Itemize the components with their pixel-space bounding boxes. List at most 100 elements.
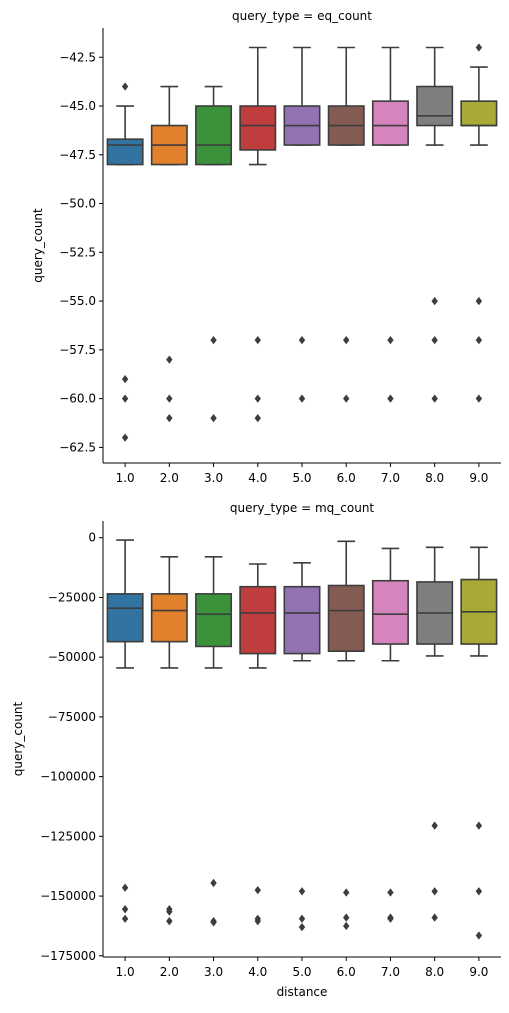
box-6.0: [327, 46, 365, 403]
flier-point: [121, 433, 129, 442]
box-4.0: [239, 46, 277, 423]
x-tick: 1.0: [116, 463, 135, 485]
box-body: [283, 585, 321, 655]
x-tick-label: 4.0: [248, 471, 267, 485]
y-tick-label: −57.5: [59, 343, 96, 357]
flier-point: [387, 394, 394, 403]
x-tick: 3.0: [204, 463, 223, 485]
flier-point: [387, 335, 394, 345]
flier-point: [475, 43, 483, 52]
box-7.0: [371, 547, 409, 923]
x-tick-label: 3.0: [204, 471, 223, 485]
flier-point: [475, 887, 483, 896]
y-tick-label: −75000: [48, 710, 96, 724]
y-tick: −45.0: [59, 99, 103, 113]
y-tick: −125000: [40, 829, 103, 843]
y-tick-label: −125000: [40, 829, 96, 843]
box-8.0: [416, 546, 454, 922]
x-tick: 3.0: [204, 957, 223, 979]
box-body: [416, 85, 454, 127]
y-tick: −75000: [48, 710, 103, 724]
y-tick: 0: [88, 531, 103, 545]
y-tick: −150000: [40, 889, 103, 903]
flier-point: [298, 335, 306, 345]
box-body: [106, 138, 144, 166]
x-tick-label: 9.0: [469, 471, 488, 485]
x-tick-label: 2.0: [160, 965, 179, 979]
y-tick-label: −50.0: [59, 197, 96, 211]
x-tick: 8.0: [425, 957, 444, 979]
x-tick-label: 6.0: [337, 471, 356, 485]
box-5.0: [283, 562, 321, 932]
x-tick: 4.0: [248, 463, 267, 485]
flier-point: [343, 335, 350, 345]
y-tick: −42.5: [59, 50, 103, 64]
flier-point: [343, 913, 350, 922]
box-8.0: [416, 46, 454, 403]
x-tick-label: 1.0: [116, 965, 135, 979]
y-tick: −47.5: [59, 148, 103, 162]
flier-point: [298, 914, 306, 923]
x-tick: 5.0: [292, 463, 312, 485]
x-tick-label: 1.0: [116, 471, 135, 485]
flier-point: [210, 918, 217, 927]
x-tick: 4.0: [248, 957, 267, 979]
x-tick-label: 4.0: [248, 965, 267, 979]
box-body: [327, 584, 365, 653]
x-tick: 1.0: [116, 957, 135, 979]
flier-point: [475, 296, 483, 306]
flier-point: [298, 394, 306, 403]
box-3.0: [195, 85, 233, 423]
flier-point: [121, 905, 129, 914]
flier-point: [431, 335, 438, 345]
x-tick-label: 3.0: [204, 965, 223, 979]
y-tick-label: −150000: [40, 889, 96, 903]
flier-point: [343, 888, 350, 897]
y-tick-label: −47.5: [59, 148, 96, 162]
x-tick-label: 9.0: [469, 965, 488, 979]
x-tick: 2.0: [160, 957, 179, 979]
x-tick-label: 5.0: [292, 471, 311, 485]
facet-panel-2: query_type = mq_count query_count distance…: [11, 501, 501, 999]
box-body: [371, 100, 409, 146]
flier-point: [431, 887, 438, 896]
flier-point: [298, 922, 306, 932]
y-tick: −62.5: [59, 440, 103, 454]
flier-point: [254, 394, 261, 403]
flier-point: [431, 394, 438, 403]
flier-point: [298, 887, 306, 896]
y-tick-label: 0: [88, 531, 96, 545]
x-tick: 7.0: [381, 463, 400, 485]
x-tick: 7.0: [381, 957, 400, 979]
flier-point: [431, 821, 438, 830]
flier-point: [475, 394, 483, 403]
y-tick-label: −25000: [48, 590, 96, 604]
flier-point: [166, 917, 173, 926]
box-9.0: [460, 546, 498, 940]
flier-point: [475, 931, 483, 940]
y-tick: −50000: [48, 650, 103, 664]
x-tick-label: 2.0: [160, 471, 179, 485]
box-6.0: [327, 540, 365, 931]
box-body: [106, 593, 144, 643]
x-tick: 6.0: [337, 463, 356, 485]
flier-point: [166, 355, 173, 364]
flier-point: [343, 394, 350, 403]
x-tick: 9.0: [469, 463, 488, 485]
flier-point: [475, 335, 483, 345]
y-tick-label: −175000: [40, 949, 96, 963]
flier-point: [121, 394, 129, 403]
box-7.0: [371, 46, 409, 403]
flier-point: [254, 885, 261, 895]
y-tick: −55.0: [59, 294, 103, 308]
box-4.0: [239, 563, 277, 926]
x-tick-label: 8.0: [425, 965, 444, 979]
box-body: [371, 579, 409, 645]
flier-point: [210, 335, 217, 345]
flier-point: [210, 413, 217, 423]
x-tick: 6.0: [337, 957, 356, 979]
flier-point: [387, 914, 394, 923]
box-body: [239, 585, 277, 655]
y-tick-label: −100000: [40, 770, 96, 784]
flier-point: [121, 914, 129, 923]
